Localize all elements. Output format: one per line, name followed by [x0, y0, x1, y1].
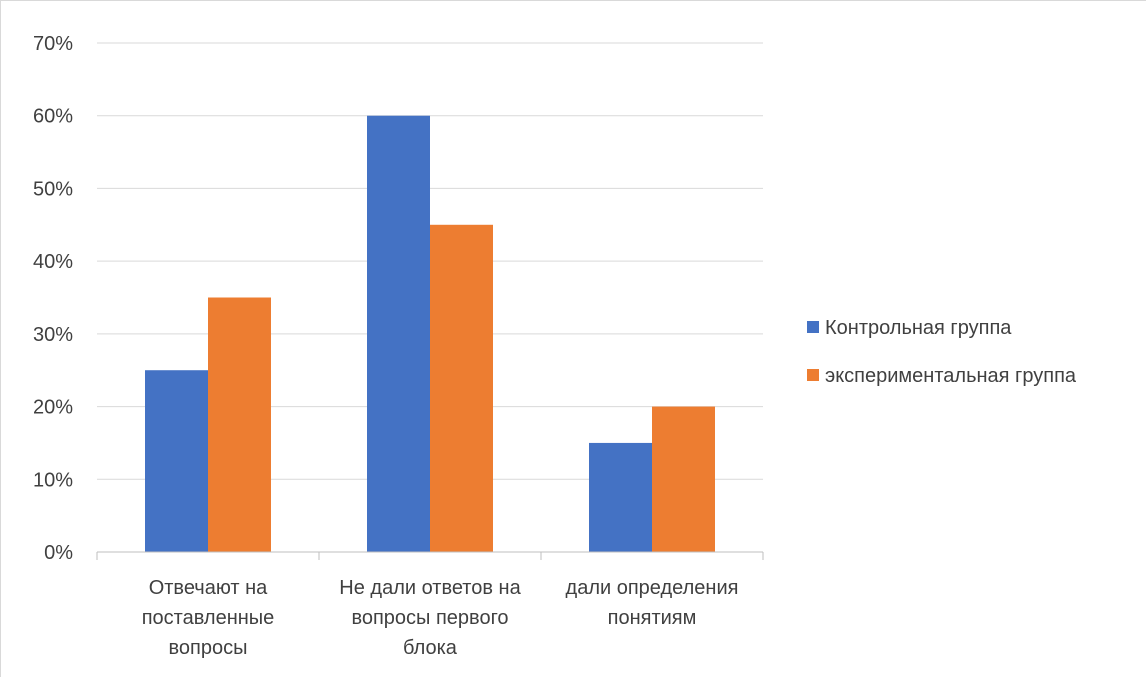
x-category-label-line: понятиям [608, 607, 697, 629]
y-tick-label: 30% [33, 324, 73, 346]
y-tick-label: 50% [33, 178, 73, 200]
bar [652, 406, 715, 552]
bar [430, 224, 493, 553]
legend-swatch [807, 321, 819, 333]
x-category-label-line: вопросы первого [351, 607, 508, 629]
x-category-label-line: дали определения [566, 577, 739, 599]
legend: Контрольная группа экспериментальная груп… [807, 317, 1077, 387]
y-tick-label: 70% [33, 33, 73, 55]
bar [589, 442, 652, 552]
y-tick-label: 60% [33, 106, 73, 128]
x-category-label: Отвечают на поставленные вопросы [142, 577, 275, 659]
x-category-label-line: Не дали ответов на [339, 577, 521, 599]
legend-label: Контрольная группа [825, 317, 1012, 339]
legend-swatch [807, 369, 819, 381]
axes [96, 551, 764, 560]
y-tick-label: 20% [33, 397, 73, 419]
bar [145, 370, 208, 552]
x-category-label: дали определения понятиям [566, 577, 739, 629]
legend-label: экспериментальная группа [825, 365, 1077, 387]
axis-labels: 0% 10% 20% 30% 40% 50% 60% 70% Отвечают на постав… [33, 33, 738, 659]
x-category-label-line: вопросы [169, 637, 248, 659]
x-category-label-line: Отвечают на [149, 577, 268, 599]
bars [145, 115, 715, 553]
bar [367, 115, 430, 552]
x-category-label: Не дали ответов на вопросы первого блока [339, 577, 521, 659]
y-tick-label: 0% [44, 542, 73, 564]
x-category-label-line: поставленные [142, 607, 275, 629]
y-tick-label: 10% [33, 469, 73, 491]
x-category-label-line: блока [403, 637, 458, 659]
y-tick-label: 40% [33, 251, 73, 273]
bar [208, 297, 271, 552]
